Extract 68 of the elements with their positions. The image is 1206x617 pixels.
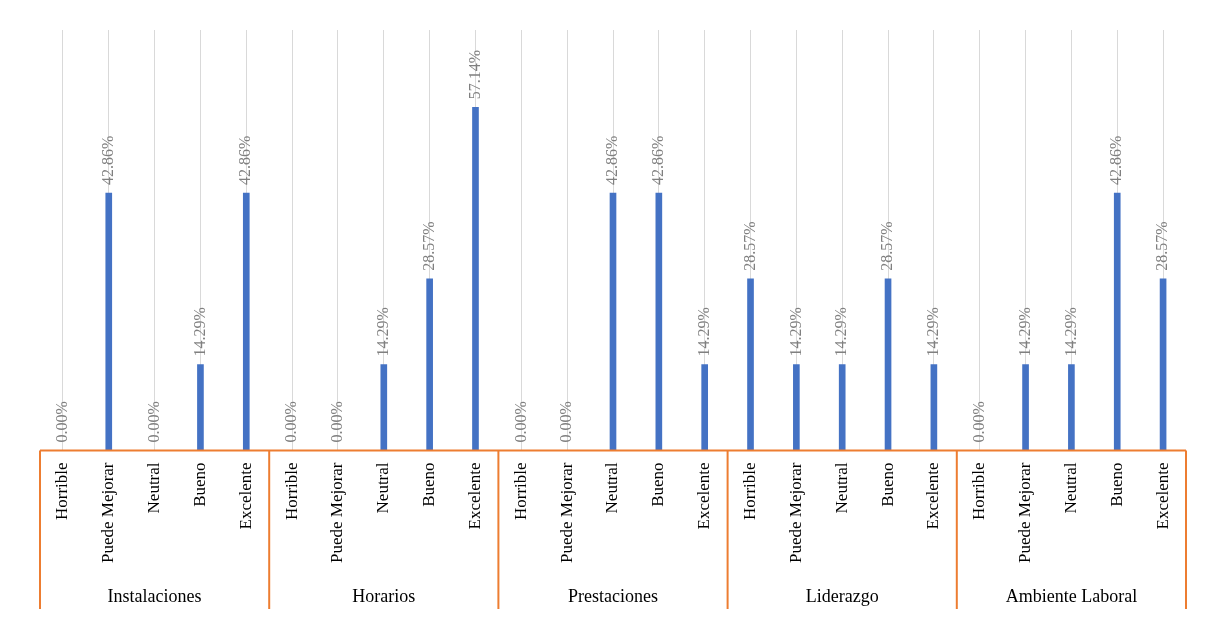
data-label: 14.29% [1015,307,1033,357]
text: Prestaciones [568,585,658,606]
data-label: 14.29% [786,307,804,357]
x-tick-label: Horrible [281,462,301,521]
x-tick-label: Neutral [602,462,622,514]
bar [426,278,433,451]
data-label: 14.29% [374,307,391,357]
data-label: 14.29% [190,307,208,357]
data-label: 42.86% [236,135,254,186]
bar [793,364,800,451]
x-tick-label: Puede Mejorar [556,462,576,564]
data-label: 14.29% [694,307,712,357]
data-label: 14.29% [924,307,942,357]
bar [1113,192,1121,451]
data-label: 42.86% [603,135,621,186]
bar [701,364,709,451]
x-tick-label: Horrible [969,462,989,521]
data-label: 28.57% [740,221,758,271]
data-label: 0.00% [328,401,346,443]
text: Horarios [352,585,416,606]
data-label: 0.00% [511,401,529,443]
text: Liderazgo [805,585,879,606]
x-tick-label: Excelente [923,462,943,530]
x-tick-label: Bueno [419,462,439,507]
x-tick-label: Bueno [1106,462,1126,507]
bar [105,192,113,451]
data-label: 0.00% [144,401,162,443]
x-tick-label: Puede Mejorar [1015,462,1035,564]
bar [472,106,479,451]
x-tick-label: Excelente [464,462,484,530]
text: Instalaciones [107,585,202,606]
x-tick-label: Bueno [877,462,897,507]
data-label: 14.29% [832,307,850,357]
data-label: 28.57% [1153,221,1171,271]
x-tick-label: Bueno [648,462,668,507]
data-label: 57.14% [465,49,483,100]
x-tick-label: Excelente [1152,462,1172,530]
data-label: 0.00% [557,401,575,443]
x-tick-label: Horrible [510,462,530,521]
data-label: 42.86% [1107,135,1125,186]
bar [747,278,754,451]
data-label: 42.86% [649,135,667,186]
data-label: 0.00% [53,401,71,443]
x-tick-label: Neutral [1060,462,1080,514]
bar [242,192,250,451]
data-label: 0.00% [282,401,300,443]
x-tick-label: Horrible [52,462,72,521]
x-tick-label: Bueno [189,462,209,507]
x-tick-label: Horrible [739,462,759,521]
x-tick-label: Puede Mejorar [98,462,118,564]
data-label: 42.86% [98,135,116,186]
x-tick-label: Excelente [235,462,255,530]
text: Ambiente Laboral [1005,585,1138,606]
data-label: 14.29% [1061,307,1079,357]
data-label: 28.57% [878,221,896,271]
bar [197,364,204,451]
bar [380,364,388,451]
x-tick-label: Neutral [831,462,851,514]
bar [1022,364,1029,451]
bar [838,364,846,451]
x-tick-label: Excelente [694,462,714,530]
x-tick-label: Neutral [144,462,164,514]
x-tick-label: Neutral [373,462,393,514]
x-tick-label: Puede Mejorar [327,462,347,564]
x-tick-label: Puede Mejorar [785,462,805,564]
bar [1068,364,1075,451]
data-label: 0.00% [969,401,987,443]
data-label: 28.57% [419,221,437,271]
